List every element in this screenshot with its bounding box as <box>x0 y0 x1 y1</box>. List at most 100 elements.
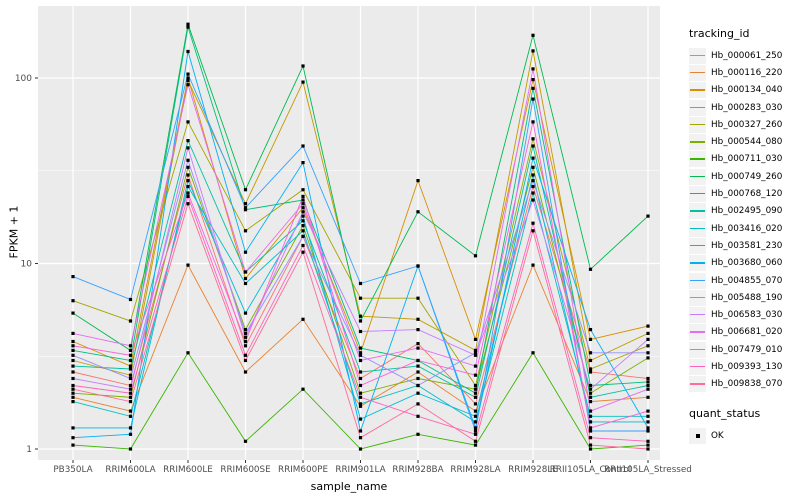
data-point <box>186 184 190 189</box>
data-point <box>301 224 305 228</box>
data-point <box>646 426 650 430</box>
data-point <box>243 311 248 315</box>
data-point <box>588 420 593 424</box>
legend-item-Hb_000711_030: Hb_000711_030 <box>689 151 799 168</box>
data-point <box>301 250 305 254</box>
data-point <box>588 367 593 371</box>
data-point <box>71 331 75 335</box>
data-point <box>186 83 190 87</box>
data-point <box>71 299 75 303</box>
data-point <box>243 370 248 374</box>
data-point <box>301 202 305 206</box>
data-point <box>473 429 478 433</box>
data-point <box>186 78 190 83</box>
data-point <box>186 263 190 267</box>
data-point <box>301 219 305 223</box>
data-point <box>71 348 75 352</box>
data-point <box>531 137 535 141</box>
data-point <box>531 120 535 124</box>
legend-item-label: Hb_000544_080 <box>711 137 783 148</box>
data-point <box>531 191 535 195</box>
data-point <box>71 376 75 381</box>
data-point <box>646 214 650 218</box>
legend-item-quant-ok: OK <box>689 427 799 444</box>
legend-key-swatch <box>689 358 706 375</box>
data-point <box>186 158 190 162</box>
legend-line-icon <box>690 279 705 281</box>
legend-key-swatch <box>689 64 706 81</box>
data-point <box>71 387 75 391</box>
data-point <box>646 324 650 328</box>
data-point <box>243 270 248 274</box>
legend-key-swatch <box>689 272 706 289</box>
data-point <box>128 373 133 377</box>
data-point <box>128 348 133 352</box>
legend-key-swatch <box>689 151 706 168</box>
data-point <box>358 281 363 286</box>
data-point <box>473 439 478 443</box>
legend-item-Hb_003680_060: Hb_003680_060 <box>689 255 799 272</box>
data-point <box>186 76 190 80</box>
data-point <box>358 314 363 318</box>
data-point <box>416 342 420 346</box>
data-point <box>531 198 535 202</box>
legend-item-label: Hb_000711_030 <box>711 154 783 165</box>
data-point <box>531 33 535 37</box>
data-point <box>646 376 650 381</box>
data-point <box>473 414 478 418</box>
legend-line-icon <box>690 227 705 229</box>
data-point <box>646 380 650 384</box>
legend-item-Hb_006681_020: Hb_006681_020 <box>689 324 799 341</box>
data-point <box>646 420 650 424</box>
legend-key-swatch <box>689 341 706 358</box>
legend-item-Hb_000768_120: Hb_000768_120 <box>689 185 799 203</box>
data-point <box>71 383 75 388</box>
data-point <box>473 353 478 357</box>
legend-key-swatch <box>689 376 706 393</box>
data-point <box>646 331 650 335</box>
legend-key-swatch <box>689 116 706 133</box>
data-point <box>646 356 650 360</box>
data-point <box>128 319 133 323</box>
data-point <box>301 214 305 218</box>
data-point <box>531 351 535 355</box>
data-point <box>301 144 305 148</box>
data-point <box>416 296 420 300</box>
data-point <box>588 400 593 404</box>
data-point <box>473 443 478 447</box>
legend-item-label: Hb_000749_260 <box>711 171 783 182</box>
data-point <box>531 184 535 189</box>
legend-key-swatch <box>689 324 706 341</box>
data-point <box>301 188 305 192</box>
data-point <box>71 436 75 440</box>
data-point <box>588 351 593 355</box>
data-point <box>358 319 363 323</box>
data-point <box>358 391 363 395</box>
data-point <box>416 179 420 183</box>
data-point <box>416 402 420 406</box>
data-point <box>301 206 305 210</box>
data-point <box>473 387 478 391</box>
data-point <box>186 179 190 183</box>
data-point <box>416 364 420 368</box>
legend-tracking-items: Hb_000061_250 Hb_000116_220 Hb_000134_040 H… <box>689 47 799 393</box>
legend-title-tracking-id: tracking_id <box>689 27 750 40</box>
data-point <box>243 188 248 192</box>
legend-item-label: Hb_000116_220 <box>711 67 783 78</box>
data-point <box>71 344 75 348</box>
legend-item-label: Hb_003680_060 <box>711 258 783 269</box>
legend-line-icon <box>690 314 705 316</box>
data-point <box>416 346 420 350</box>
data-point <box>186 72 190 76</box>
data-point <box>416 376 420 381</box>
data-point <box>358 370 363 374</box>
data-point <box>646 414 650 418</box>
data-point <box>243 276 248 281</box>
data-point <box>128 400 133 404</box>
y-axis-title: FPKM + 1 <box>7 205 21 259</box>
legend-item-label: Hb_000134_040 <box>711 85 783 96</box>
data-point <box>186 191 190 195</box>
legend-line-icon <box>690 331 705 333</box>
